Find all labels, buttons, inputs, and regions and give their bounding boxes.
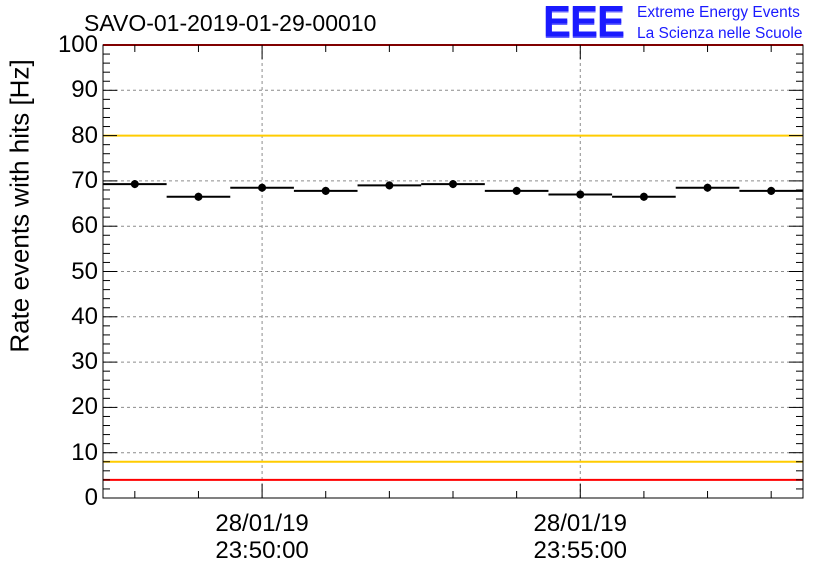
- threshold-layer: [103, 44, 803, 481]
- y-tick-label: 10: [71, 438, 98, 466]
- logo-line-la-scienza: La Scienza nelle Scuole: [637, 25, 803, 42]
- data-point: [258, 183, 267, 192]
- y-tick-label: 80: [71, 121, 98, 149]
- x-tick-time: 23:50:00: [215, 537, 309, 564]
- data-layer: [103, 180, 803, 201]
- data-point: [639, 192, 648, 201]
- data-point: [512, 186, 521, 195]
- data-point: [576, 190, 585, 199]
- y-tick-label: 20: [71, 393, 98, 421]
- eee-logo-mark: EEE: [543, 0, 625, 47]
- y-tick-label: 90: [71, 76, 98, 104]
- data-point: [321, 186, 330, 195]
- y-tick-label: 100: [57, 31, 98, 58]
- y-tick-label: 70: [71, 166, 98, 194]
- y-axis-label: Rate events with hits [Hz]: [4, 59, 35, 353]
- x-tick-label: 28/01/19 23:55:00: [500, 510, 660, 564]
- x-tick-date: 28/01/19: [533, 510, 627, 537]
- y-tick-label: 40: [71, 302, 98, 330]
- x-tick-label: 28/01/19 23:50:00: [182, 510, 342, 564]
- data-point: [130, 180, 139, 189]
- data-point: [703, 183, 712, 192]
- data-point: [449, 180, 457, 189]
- x-tick-time: 23:55:00: [533, 537, 627, 564]
- data-point: [385, 181, 394, 190]
- logo-line-extreme-energy-events: Extreme Energy Events: [637, 4, 800, 21]
- chart-title: SAVO-01-2019-01-29-00010: [84, 10, 377, 36]
- y-tick-label: 50: [71, 257, 98, 285]
- plot-frame: [102, 44, 804, 499]
- y-tick-label: 0: [84, 484, 98, 511]
- grid-layer: [103, 45, 803, 498]
- x-tick-date: 28/01/19: [215, 510, 309, 537]
- y-tick-label: 60: [71, 212, 98, 240]
- y-tick-label: 30: [71, 348, 98, 376]
- data-point: [767, 186, 776, 195]
- data-point: [194, 192, 203, 201]
